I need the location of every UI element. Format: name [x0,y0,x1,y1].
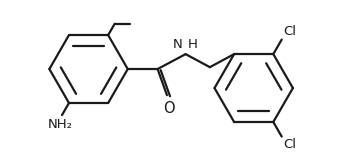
Text: Cl: Cl [284,25,297,38]
Text: O: O [163,101,175,116]
Text: N: N [173,38,183,51]
Text: Cl: Cl [284,138,297,151]
Text: NH₂: NH₂ [48,118,73,131]
Text: H: H [188,38,197,51]
